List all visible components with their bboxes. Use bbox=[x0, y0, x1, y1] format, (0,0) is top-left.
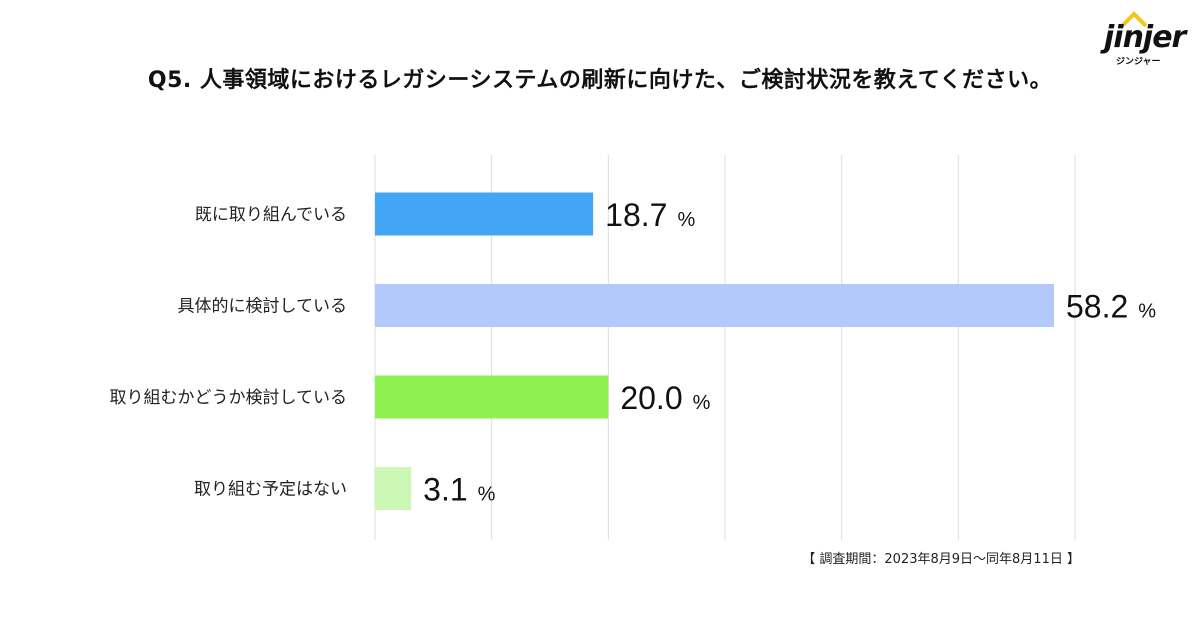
category-label: 取り組む予定はない bbox=[194, 480, 347, 500]
survey-period-note: 【 調査期間：2023年8月9日〜同年8月11日 】 bbox=[802, 552, 1080, 567]
category-label: 既に取り組んでいる bbox=[195, 205, 347, 225]
logo-roof-icon bbox=[1120, 11, 1148, 28]
category-label: 取り組むかどうか検討している bbox=[110, 388, 348, 408]
bar bbox=[375, 284, 1054, 327]
category-label: 具体的に検討している bbox=[178, 297, 348, 317]
bar bbox=[375, 192, 594, 236]
jinjer-logo: jinjer ジンジャー bbox=[1100, 10, 1188, 70]
chart-title: Q5. 人事領域におけるレガシーシステムの刷新に向けた、ご検討状況を教えてくださ… bbox=[147, 68, 1053, 93]
value-label: 18.7% bbox=[605, 197, 695, 233]
value-label: 20.0% bbox=[620, 380, 710, 416]
value-label: 3.1% bbox=[423, 472, 495, 508]
bar bbox=[375, 375, 609, 419]
logo-subtext: ジンジャー bbox=[1116, 57, 1161, 67]
logo-text: jinjer bbox=[1104, 20, 1186, 55]
value-label: 58.2% bbox=[1066, 289, 1156, 325]
bar bbox=[375, 467, 412, 510]
